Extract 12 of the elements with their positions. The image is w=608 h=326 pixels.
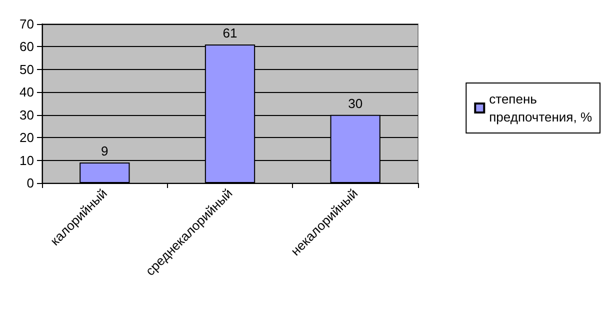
data-label: 30 — [348, 96, 363, 111]
y-tick-label: 10 — [20, 152, 34, 168]
y-tick-label: 40 — [20, 84, 34, 100]
y-tick-label: 20 — [20, 130, 34, 146]
y-tick-label: 30 — [20, 107, 34, 122]
y-tick-label: 0 — [26, 176, 34, 190]
data-label: 61 — [222, 25, 238, 40]
y-tick-label: 60 — [20, 39, 34, 54]
y-tick-label: 50 — [20, 62, 34, 77]
y-tick-label: 70 — [20, 16, 34, 32]
legend-label: степень предпочтения, % — [489, 92, 592, 124]
data-label: 9 — [101, 144, 108, 159]
